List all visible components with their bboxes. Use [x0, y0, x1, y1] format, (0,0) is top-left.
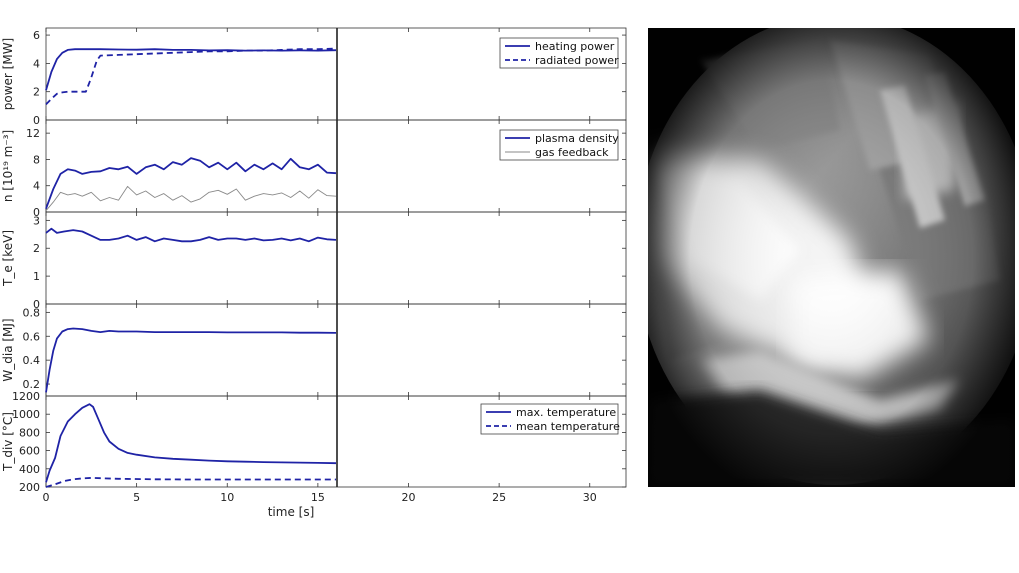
- x-tick-label: 20: [402, 491, 416, 504]
- y-tick-label: 0: [33, 114, 40, 127]
- legend-label: radiated power: [535, 54, 619, 67]
- panel-2: 0 1 2 3 T_e [keV]: [1, 211, 627, 311]
- legend-box: [499, 37, 619, 69]
- y-tick-label: 600: [19, 445, 40, 458]
- legend-label: heating power: [535, 40, 615, 53]
- x-tick-label: 30: [583, 491, 597, 504]
- axes-frame: [45, 211, 627, 305]
- y-axis-label: T_div [°C]: [1, 412, 15, 472]
- legend-label: gas feedback: [535, 146, 609, 159]
- x-tick-label: 15: [311, 491, 325, 504]
- x-tick-label: 5: [133, 491, 140, 504]
- y-axis-label: W_dia [MJ]: [1, 318, 15, 381]
- y-tick-label: 8: [33, 153, 40, 166]
- series-line-gas-feedback: [45, 185, 337, 211]
- y-tick-label: 2: [33, 86, 40, 99]
- series-line-radiated-power: [45, 47, 337, 106]
- y-tick-label: 4: [33, 180, 40, 193]
- x-tick-label: 0: [43, 491, 50, 504]
- y-tick-label: 3: [33, 214, 40, 227]
- panel-4: 200 400 600 800 1000 1200 0 5 10 15 20 25 30 time [s]…: [1, 390, 627, 519]
- y-tick-label: 800: [19, 426, 40, 439]
- x-tick-label: 25: [492, 491, 506, 504]
- legend-label: plasma density: [535, 132, 619, 145]
- y-tick-label: 1000: [12, 408, 40, 421]
- series-line-panel-2-0: [45, 227, 337, 243]
- series-line-plasma-density: [45, 157, 337, 210]
- x-tick-label: 10: [220, 491, 234, 504]
- y-tick-label: 0.2: [23, 378, 41, 391]
- y-tick-label: 1: [33, 270, 40, 283]
- legend-box: [480, 403, 619, 435]
- y-tick-label: 2: [33, 242, 40, 255]
- panel-3: 0.2 0.4 0.6 0.8 W_dia [MJ]: [1, 303, 627, 397]
- y-axis-label: power [MW]: [1, 38, 15, 111]
- x-axis-label: time [s]: [268, 505, 315, 519]
- y-axis-label: n [10¹⁹ m⁻³]: [1, 130, 15, 202]
- y-tick-label: 6: [33, 29, 40, 42]
- legend-box: [499, 129, 619, 161]
- series-line-heating-power: [45, 48, 337, 91]
- legend-label: mean temperature: [516, 420, 620, 433]
- y-tick-label: 0: [33, 298, 40, 311]
- y-tick-label: 0: [33, 206, 40, 219]
- axes-frame: [45, 395, 627, 488]
- y-tick-label: 0.8: [23, 306, 41, 319]
- y-tick-label: 12: [26, 127, 40, 140]
- series-line-panel-3-0: [45, 327, 337, 393]
- y-tick-label: 200: [19, 481, 40, 494]
- series-line-max-temperature: [45, 403, 337, 483]
- y-tick-label: 0.4: [23, 354, 41, 367]
- y-tick-label: 400: [19, 463, 40, 476]
- camera-frame-image: [648, 28, 1015, 487]
- y-axis-label: T_e [keV]: [1, 230, 15, 287]
- y-tick-label: 0.6: [23, 330, 41, 343]
- axes-frame: [45, 303, 627, 397]
- legend-label: max. temperature: [516, 406, 616, 419]
- series-line-mean-temperature: [45, 476, 336, 488]
- y-tick-label: 1200: [12, 390, 40, 403]
- y-tick-label: 4: [33, 57, 40, 70]
